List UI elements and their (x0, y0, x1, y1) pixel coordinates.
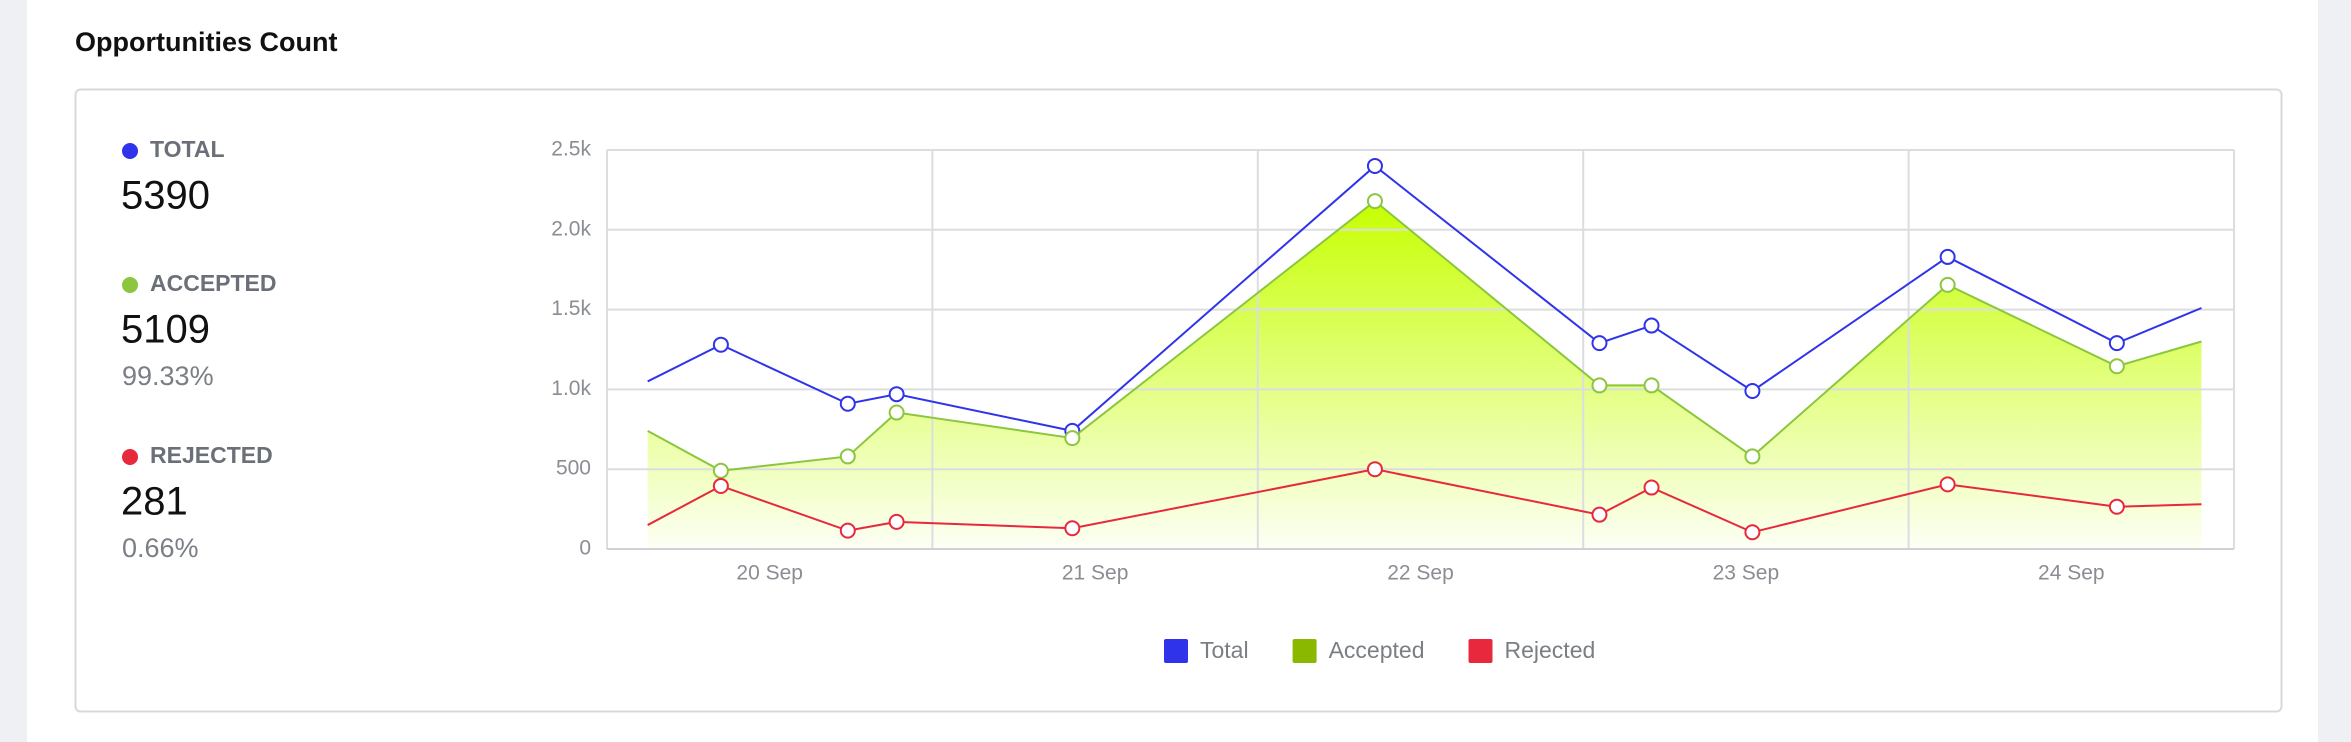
stat-percent: 99.33% (122, 361, 214, 391)
legend-swatch[interactable] (1468, 639, 1493, 663)
stat-label: ACCEPTED (150, 270, 277, 296)
x-tick-label: 24 Sep (2038, 562, 2105, 585)
point-marker (2108, 358, 2125, 375)
point-marker (712, 477, 729, 494)
stat-value: 5390 (121, 174, 210, 218)
point-marker (1064, 430, 1081, 447)
point-marker (1366, 461, 1383, 478)
y-tick-label: 1.5k (551, 297, 591, 320)
x-tick-label: 21 Sep (1062, 562, 1129, 585)
point-marker (1744, 382, 1761, 399)
point-marker (839, 395, 856, 412)
stat-label: TOTAL (150, 136, 225, 162)
point-marker (888, 404, 905, 421)
series-line (647, 468, 2202, 534)
chart: 0 500 1.0k 1.5k 2.0k 2.5k 20 Sep 21 Sep 22 Sep 23… (551, 138, 2235, 663)
point-marker (2108, 498, 2125, 515)
point-marker (1643, 317, 1660, 334)
point-marker (1643, 479, 1660, 496)
point-marker (1939, 476, 1956, 493)
point-marker (1744, 448, 1761, 465)
stat-dot (122, 143, 138, 159)
point-marker (712, 336, 729, 353)
stat-percent: 0.66% (122, 533, 199, 563)
legend-swatch[interactable] (1164, 639, 1188, 663)
stat-dot (122, 277, 138, 293)
y-tick-label: 1.0k (551, 377, 591, 400)
legend-swatch[interactable] (1292, 639, 1317, 663)
side-strip (0, 0, 27, 742)
point-marker (1366, 157, 1383, 174)
point-marker (1064, 520, 1081, 537)
point-marker (1591, 335, 1608, 352)
stat-value: 5109 (121, 308, 210, 352)
area-fill (647, 201, 2202, 549)
y-tick-label: 0 (579, 537, 591, 560)
legend-label[interactable]: Total (1200, 637, 1249, 663)
series-line (647, 199, 2202, 472)
point-marker (1939, 276, 1956, 293)
point-marker (1591, 506, 1608, 523)
stats: TOTAL 5390 ACCEPTED 5109 99.33% REJECTED 281 0.… (121, 136, 277, 563)
legend-label[interactable]: Accepted (1329, 637, 1425, 663)
legend-label[interactable]: Rejected (1505, 637, 1596, 663)
y-tick-label: 2.0k (551, 217, 591, 240)
point-marker (839, 522, 856, 539)
point-marker (1591, 377, 1608, 394)
point-marker (2108, 335, 2125, 352)
point-marker (712, 462, 729, 479)
stat-value: 281 (121, 480, 188, 524)
point-marker (1744, 524, 1761, 541)
y-tick-label: 2.5k (551, 138, 591, 161)
point-marker (888, 386, 905, 403)
x-tick-label: 23 Sep (1713, 562, 1780, 585)
x-tick-label: 20 Sep (736, 562, 803, 585)
x-tick-label: 22 Sep (1387, 562, 1454, 585)
section-title: Opportunities Count (75, 27, 337, 57)
point-marker (1366, 193, 1383, 210)
point-marker (888, 513, 905, 530)
y-tick-label: 500 (556, 457, 591, 480)
side-strip (2318, 0, 2351, 742)
point-marker (839, 448, 856, 465)
point-marker (1939, 248, 1956, 265)
series-line (647, 164, 2202, 432)
point-marker (1643, 377, 1660, 394)
stat-dot (122, 449, 138, 465)
stat-label: REJECTED (150, 442, 273, 468)
